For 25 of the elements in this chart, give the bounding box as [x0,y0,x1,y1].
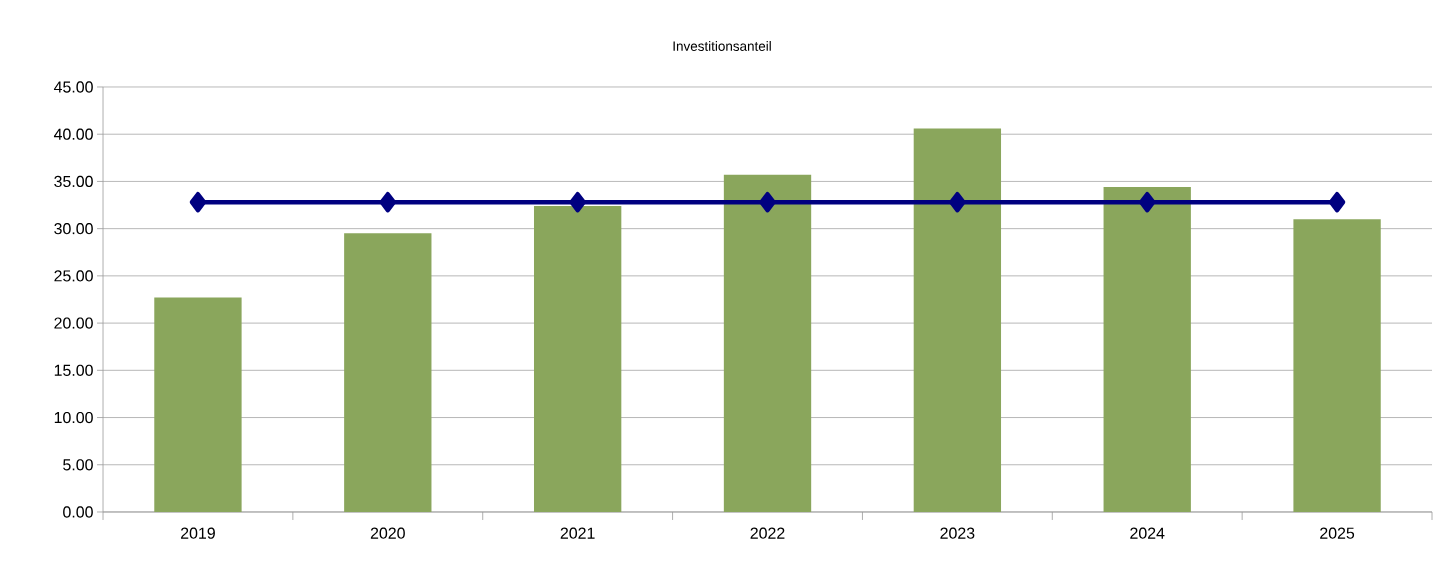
y-tick-label: 45.00 [53,81,93,93]
bar [1293,219,1381,512]
y-tick-label: 10.00 [54,411,93,424]
bar [1103,187,1191,512]
x-tick-label: 2021 [560,527,595,539]
y-tick-label: 30.00 [54,223,93,235]
bar [344,233,432,512]
bar [154,297,242,512]
y-tick-label: 25.00 [54,270,93,282]
y-tick-label: 15.00 [54,364,93,376]
y-tick-label: 0.00 [63,506,93,518]
chart-title: Investitionsanteil [673,41,771,51]
bar [533,205,622,512]
x-tick-label: 2025 [1320,527,1355,539]
bar [913,128,1002,512]
x-tick-label: 2024 [1130,527,1165,539]
x-tick-label: 2022 [750,527,785,539]
y-tick-label: 40.00 [53,128,93,140]
bar [723,174,812,512]
y-tick-label: 20.00 [54,317,93,329]
y-tick-label: 35.00 [54,175,93,188]
x-tick-label: 2019 [181,527,215,539]
x-tick-label: 2023 [940,527,975,539]
y-tick-label: 5.00 [63,459,93,471]
x-tick-label: 2020 [370,527,405,539]
